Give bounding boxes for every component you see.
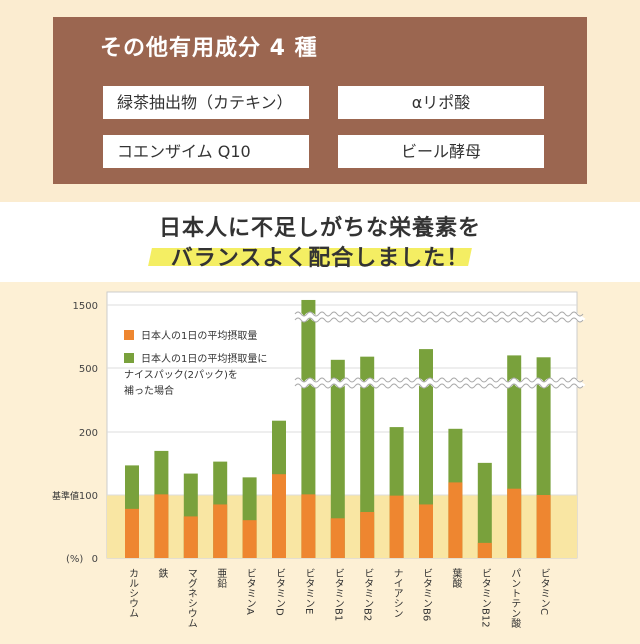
bar-orange xyxy=(507,488,522,558)
legend-label-green: 補った場合 xyxy=(124,384,174,397)
bar-green xyxy=(330,359,345,558)
x-category-label: ビタミンA xyxy=(244,568,256,615)
axis-break-line xyxy=(294,377,584,383)
x-category-label: マグネシウム xyxy=(185,568,197,628)
ingredient-alpha-lipoic: αリポ酸 xyxy=(338,86,544,119)
bar-orange xyxy=(242,520,257,558)
ingredient-coq10: コエンザイム Q10 xyxy=(103,135,309,168)
y-tick-label: 0 xyxy=(92,554,98,565)
x-category-label: ビタミンB6 xyxy=(421,568,433,621)
y-tick-label: 1500 xyxy=(73,301,98,312)
axis-break-band xyxy=(292,378,586,388)
headline-background xyxy=(0,202,640,282)
bar-orange xyxy=(389,495,404,558)
x-category-label: パントテン酸 xyxy=(509,568,521,629)
legend-label-green: ナイスパック(2パック)を xyxy=(124,369,238,381)
x-category-label: ビタミンD xyxy=(274,568,286,616)
y-tick-label: 100 xyxy=(79,491,98,502)
axis-break-line xyxy=(294,317,584,323)
bar-orange xyxy=(419,504,433,558)
legend-swatch-green xyxy=(124,353,134,363)
bar-green xyxy=(477,462,492,558)
bar-orange xyxy=(154,494,169,558)
legend-label-orange: 日本人の1日の平均摂取量 xyxy=(141,329,257,342)
bar-green xyxy=(360,356,375,558)
headline-line-1: 日本人に不足しがちな栄養素を xyxy=(158,216,481,241)
bar-orange xyxy=(477,542,492,558)
y-tick-label: 500 xyxy=(79,364,98,375)
x-category-label: 亜鉛 xyxy=(215,568,227,589)
panel-title: その他有用成分 4 種 xyxy=(100,36,318,61)
bar-green xyxy=(301,299,316,558)
axis-break-line xyxy=(294,383,584,389)
ingredient-catechin: 緑茶抽出物（カテキン） xyxy=(103,86,309,119)
baseline-label: 基準値 xyxy=(52,490,79,502)
x-category-label: カルシウム xyxy=(127,568,139,618)
chart-container: 200 500 1500 基準値 100 0 (%) カルシウム 鉄 マグネシウム 亜鉛 ビタミンA ビ… xyxy=(0,282,640,640)
y-tick-label: 200 xyxy=(79,428,98,439)
x-category-label: 鉄 xyxy=(156,567,168,579)
x-category-label: 葉酸 xyxy=(450,567,462,589)
bar-orange xyxy=(183,516,198,558)
axis-break-line xyxy=(294,311,584,317)
bar-orange xyxy=(213,504,228,558)
ingredient-brewers-yeast: ビール酵母 xyxy=(338,135,544,168)
bar-orange xyxy=(448,482,463,558)
bar-orange xyxy=(272,474,286,558)
nutrient-bar-chart: 200 500 1500 基準値 100 0 (%) カルシウム 鉄 マグネシウム 亜鉛 ビタミンA ビ… xyxy=(52,291,586,629)
bar-orange xyxy=(536,495,551,558)
x-category-label: ナイアシン xyxy=(391,568,403,618)
x-category-label: ビタミンB1 xyxy=(332,568,344,621)
legend-label-green: 日本人の1日の平均摂取量に xyxy=(141,352,267,365)
x-category-label: ビタミンE xyxy=(303,568,315,615)
bar-orange xyxy=(125,508,139,558)
x-category-label: ビタミンC xyxy=(538,568,550,615)
x-category-label: ビタミンB12 xyxy=(479,568,491,628)
legend-swatch-orange xyxy=(124,330,134,340)
headline-line-2: バランスよく配合しました！ xyxy=(170,246,470,271)
y-axis-unit: (%) xyxy=(66,554,83,565)
bar-orange xyxy=(301,494,316,558)
x-category-label: ビタミンB2 xyxy=(362,568,374,621)
bar-orange xyxy=(330,518,345,558)
axis-break-band xyxy=(292,312,586,322)
bar-orange xyxy=(360,512,375,558)
